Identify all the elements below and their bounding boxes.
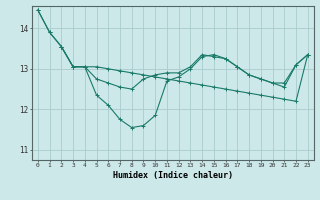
X-axis label: Humidex (Indice chaleur): Humidex (Indice chaleur) xyxy=(113,171,233,180)
